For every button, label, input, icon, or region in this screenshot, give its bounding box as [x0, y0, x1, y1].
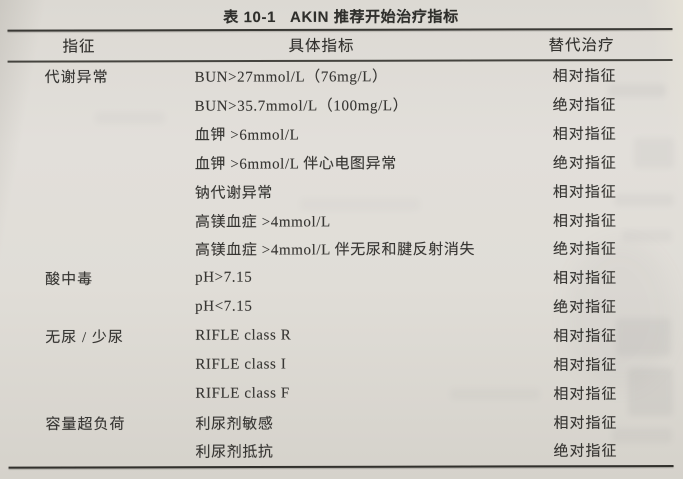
cell-indicator: 血钾 >6mmol/L 伴心电图异常 [194, 156, 397, 173]
cell-indicator: BUN>35.7mmol/L（100mg/L） [194, 98, 409, 115]
cell-indicator: pH<7.15 [195, 298, 253, 315]
cell-therapy: 绝对指征 [553, 242, 618, 259]
cell-therapy: 绝对指征 [553, 299, 618, 316]
cell-therapy: 绝对指征 [553, 444, 618, 461]
column-header-indicator: 具体指标 [288, 37, 355, 55]
cell-therapy: 相对指征 [552, 126, 617, 143]
table-row: 血钾 >6mmol/L 相对指征 [0, 119, 683, 150]
column-header-indication: 指征 [62, 38, 96, 56]
cell-therapy: 相对指征 [553, 415, 618, 432]
table-bottom-rule [8, 465, 674, 469]
table-row: 利尿剂抵抗 绝对指征 [0, 436, 683, 467]
table-row: 酸中毒 pH>7.15 相对指征 [0, 263, 683, 294]
cell-indicator: RIFLE class I [195, 356, 287, 373]
cell-indicator: 利尿剂抵抗 [195, 444, 274, 462]
cell-indicator: RIFLE class R [195, 327, 292, 344]
cell-indicator: 利尿剂敏感 [195, 416, 274, 433]
cell-indicator: 钠代谢异常 [194, 185, 273, 202]
cell-therapy: 相对指征 [553, 328, 618, 345]
cell-therapy: 绝对指征 [552, 97, 617, 115]
cell-indicator: pH>7.15 [195, 269, 253, 287]
table-row: 血钾 >6mmol/L 伴心电图异常 绝对指征 [0, 148, 683, 179]
table-row: 高镁血症 >4mmol/L 相对指征 [0, 205, 683, 236]
cell-indication: 无尿 / 少尿 [45, 329, 124, 347]
column-header-therapy: 替代治疗 [548, 37, 615, 55]
cell-therapy: 相对指征 [552, 184, 617, 201]
table-row: RIFLE class F 相对指征 [0, 378, 683, 409]
table-row: 无尿 / 少尿 RIFLE class R 相对指征 [0, 321, 683, 352]
table-title: AKIN 推荐开始治疗指标 [290, 8, 459, 26]
cell-indicator: 血钾 >6mmol/L [194, 127, 300, 144]
table-row: 容量超负荷 利尿剂敏感 相对指征 [0, 407, 683, 438]
cell-therapy: 绝对指征 [552, 155, 617, 172]
cell-indication: 代谢异常 [44, 70, 109, 87]
cell-indicator: 高镁血症 >4mmol/L [194, 213, 331, 231]
table-row: 钠代谢异常 相对指征 [0, 176, 683, 207]
cell-indicator: 高镁血症 >4mmol/L 伴无尿和腱反射消失 [195, 242, 476, 260]
table-body: 代谢异常 BUN>27mmol/L（76mg/L） 相对指征 BUN>35.7mmol… [0, 61, 683, 467]
cell-therapy: 相对指征 [553, 386, 618, 403]
table-number: 表 10-1 [223, 8, 277, 27]
table-row: RIFLE class I 相对指征 [0, 349, 683, 380]
cell-therapy: 相对指征 [552, 213, 617, 230]
table-caption: 表 10-1 AKIN 推荐开始治疗指标 [0, 5, 682, 27]
table-header-row: 指征 具体指标 替代治疗 [0, 29, 683, 61]
table-row: BUN>35.7mmol/L（100mg/L） 绝对指征 [0, 90, 683, 121]
cell-indication: 容量超负荷 [45, 416, 126, 433]
table-row: 高镁血症 >4mmol/L 伴无尿和腱反射消失 绝对指征 [0, 234, 683, 265]
cell-therapy: 相对指征 [553, 357, 618, 374]
cell-indicator: RIFLE class F [195, 385, 290, 402]
cell-indication: 酸中毒 [45, 272, 94, 289]
cell-therapy: 相对指征 [553, 270, 618, 288]
table-row: pH<7.15 绝对指征 [0, 292, 683, 323]
cell-indicator: BUN>27mmol/L（76mg/L） [194, 69, 388, 87]
cell-therapy: 相对指征 [552, 69, 617, 86]
table-row: 代谢异常 BUN>27mmol/L（76mg/L） 相对指征 [0, 61, 683, 92]
